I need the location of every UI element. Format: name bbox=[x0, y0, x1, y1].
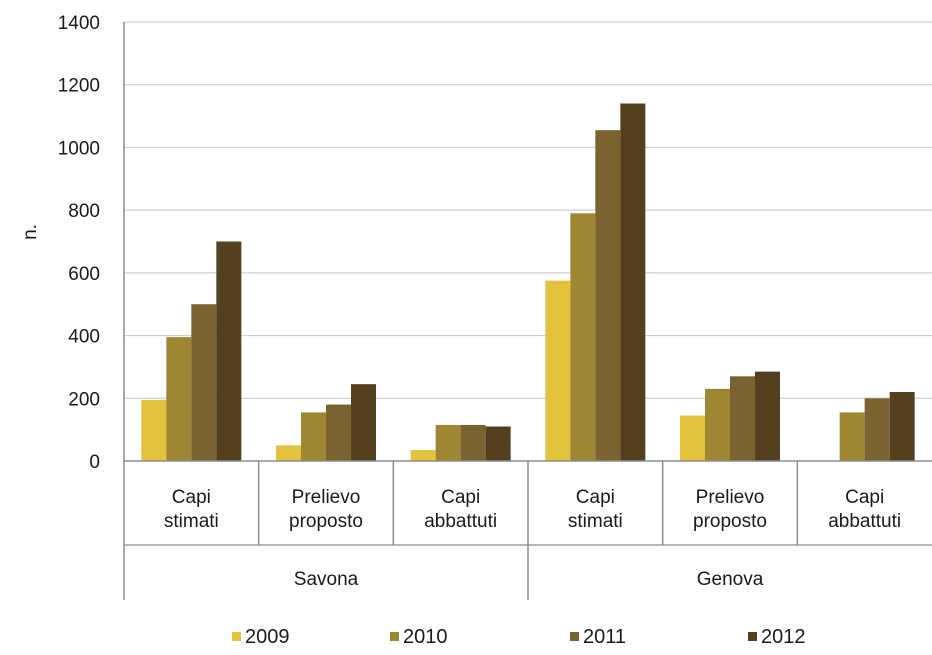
bar bbox=[166, 337, 192, 461]
bar bbox=[730, 376, 755, 461]
y-tick-label: 400 bbox=[68, 327, 100, 348]
y-tick-label: 1200 bbox=[58, 76, 100, 97]
x-tick-label: Prelievo proposto bbox=[289, 487, 363, 532]
bar bbox=[141, 399, 167, 461]
bar bbox=[301, 412, 326, 461]
legend-label: 2009 bbox=[245, 626, 290, 648]
bar bbox=[460, 424, 486, 461]
x-category-labels: Capi stimati Prelievo proposto Capi abbattuti… bbox=[123, 461, 932, 600]
bar bbox=[191, 304, 217, 461]
x-tick-label: Capi abbattuti bbox=[828, 487, 901, 532]
x-tick-label: Prelievo proposto bbox=[693, 487, 767, 532]
bar bbox=[570, 213, 596, 461]
bar bbox=[889, 392, 915, 461]
y-tick-label: 1400 bbox=[58, 13, 100, 34]
bar bbox=[705, 388, 730, 461]
axes bbox=[123, 22, 932, 462]
bar bbox=[864, 398, 890, 461]
bar bbox=[410, 450, 436, 461]
gridlines bbox=[124, 21, 932, 399]
bar bbox=[326, 404, 351, 461]
y-tick-label: 1000 bbox=[58, 138, 100, 159]
y-tick-label: 800 bbox=[68, 201, 100, 222]
bar bbox=[839, 412, 865, 461]
y-axis-label: n. bbox=[20, 224, 41, 240]
y-tick-label: 0 bbox=[89, 452, 100, 473]
bar bbox=[351, 384, 376, 461]
legend-swatch bbox=[748, 632, 757, 641]
bar bbox=[595, 130, 621, 462]
x-tick-label: Capi stimati bbox=[164, 487, 219, 532]
legend-swatch bbox=[232, 632, 241, 641]
legend-swatch bbox=[390, 632, 399, 641]
y-tick-label: 600 bbox=[68, 264, 100, 285]
x-group-label: Savona bbox=[294, 569, 359, 590]
legend-label: 2012 bbox=[761, 626, 806, 648]
bar bbox=[276, 445, 301, 461]
bar bbox=[216, 241, 242, 461]
x-tick-label: Capi stimati bbox=[568, 487, 623, 532]
bar bbox=[620, 103, 646, 462]
legend: 2009 2010 2011 2012 bbox=[232, 626, 806, 648]
legend-label: 2010 bbox=[403, 626, 448, 648]
legend-label: 2011 bbox=[583, 626, 626, 648]
y-tick-label: 200 bbox=[68, 389, 100, 410]
bar bbox=[680, 415, 705, 461]
bar bbox=[435, 424, 461, 461]
bars bbox=[141, 103, 915, 462]
bar bbox=[755, 371, 780, 461]
legend-swatch bbox=[570, 632, 579, 641]
x-group-label: Genova bbox=[697, 569, 764, 590]
bar bbox=[485, 426, 511, 461]
x-tick-label: Capi abbattuti bbox=[424, 487, 497, 532]
bar bbox=[545, 280, 571, 461]
y-tick-labels: 0 200 400 600 800 1000 1200 1400 bbox=[58, 13, 100, 473]
